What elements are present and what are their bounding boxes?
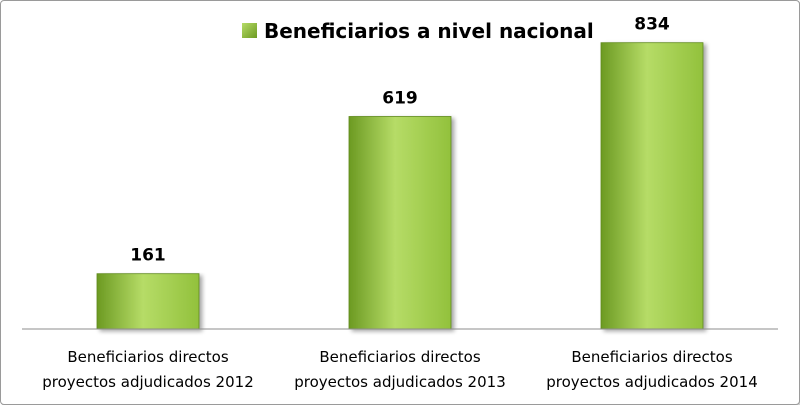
bar-1 — [96, 273, 200, 330]
category-label-1-line-2: proyectos adjudicados 2012 — [42, 373, 254, 391]
data-label-2: 619 — [382, 89, 418, 109]
legend: Beneficiarios a nivel nacional — [242, 19, 594, 43]
bars-layer — [96, 42, 704, 330]
data-label-3: 834 — [634, 15, 670, 35]
category-label-3-line-1: Beneficiarios directos — [571, 348, 732, 366]
bar-2 — [348, 116, 452, 330]
legend-label: Beneficiarios a nivel nacional — [264, 19, 594, 43]
labels-layer: 161 Beneficiarios directos proyectos adjud… — [42, 15, 758, 391]
category-label-3-line-2: proyectos adjudicados 2014 — [546, 373, 758, 391]
legend-swatch — [242, 23, 257, 38]
category-label-1-line-1: Beneficiarios directos — [67, 348, 228, 366]
data-label-1: 161 — [130, 246, 166, 266]
bar-3 — [600, 42, 704, 330]
category-label-2-line-2: proyectos adjudicados 2013 — [294, 373, 506, 391]
category-label-2-line-1: Beneficiarios directos — [319, 348, 480, 366]
